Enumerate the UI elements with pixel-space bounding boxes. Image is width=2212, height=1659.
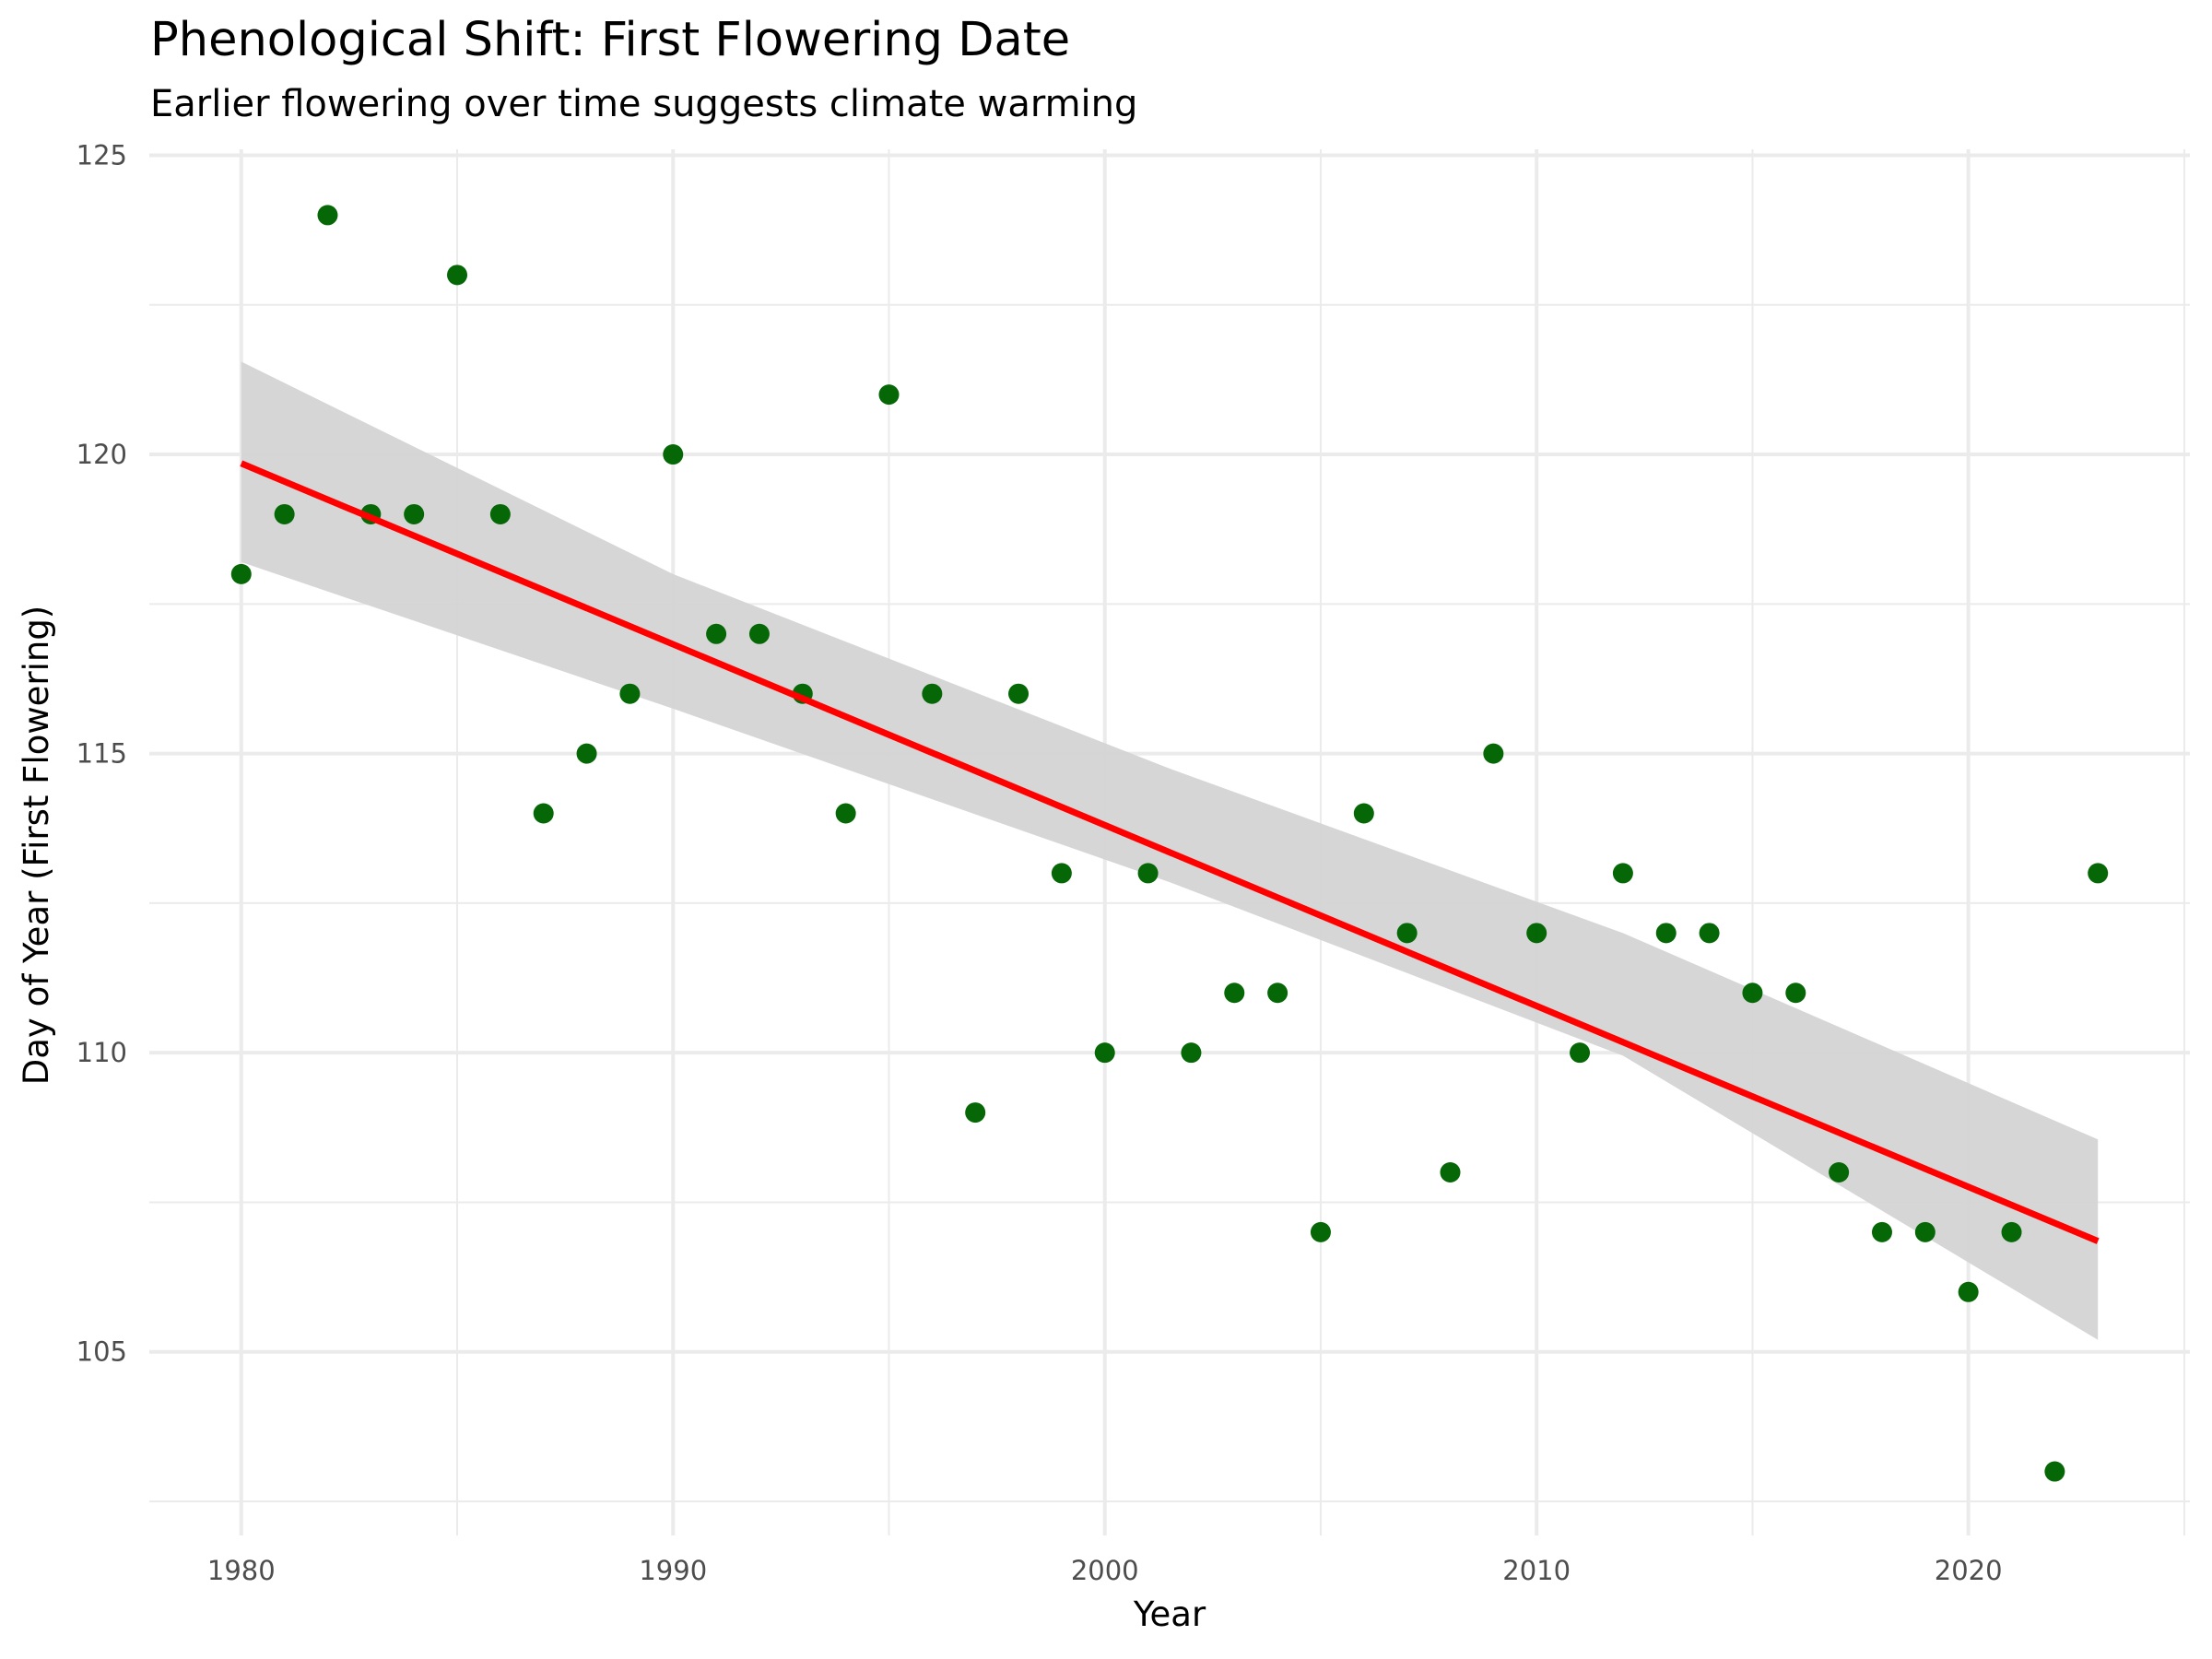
data-point: [533, 803, 554, 824]
y-tick-label: 125: [76, 139, 127, 171]
data-point: [1396, 923, 1418, 944]
data-point: [1094, 1042, 1115, 1064]
data-point: [1570, 1042, 1591, 1064]
y-tick-label: 110: [76, 1037, 127, 1068]
data-point: [1310, 1221, 1331, 1242]
data-point: [2044, 1461, 2065, 1482]
data-point: [1137, 863, 1159, 884]
data-point: [1742, 982, 1763, 1004]
data-point: [922, 683, 943, 704]
data-point: [748, 623, 770, 644]
chart-title: Phenological Shift: First Flowering Date: [150, 13, 1071, 67]
data-point: [1914, 1221, 1936, 1242]
data-point: [1353, 803, 1374, 824]
data-point: [619, 683, 641, 704]
data-point: [404, 503, 425, 524]
data-point: [965, 1102, 986, 1124]
y-tick-label: 105: [76, 1336, 127, 1368]
data-point: [835, 803, 856, 824]
data-point: [489, 503, 511, 524]
data-point: [706, 623, 727, 644]
data-point: [878, 384, 900, 406]
x-axis-title: Year: [1133, 1594, 1206, 1634]
data-point: [230, 563, 252, 584]
data-point: [1483, 743, 1504, 764]
data-point: [447, 265, 468, 286]
data-point: [1267, 982, 1288, 1004]
data-point: [1829, 1161, 1850, 1182]
regression-line: [240, 460, 2100, 1244]
data-point: [1181, 1042, 1202, 1064]
y-axis-title: Day of Year (First Flowering): [17, 606, 56, 1086]
trend-line: [240, 460, 2100, 1244]
data-point: [1526, 923, 1547, 944]
y-tick-label: 120: [76, 439, 127, 470]
minor-gridlines: [149, 149, 2190, 1535]
x-axis-ticks: 1980 1990 2000 2010 2020: [207, 1555, 2003, 1586]
data-points: [230, 205, 2109, 1482]
x-tick-label: 2000: [1071, 1555, 1139, 1586]
data-point: [2001, 1221, 2022, 1242]
data-point: [1958, 1281, 1979, 1302]
y-axis-ticks: 105 110 115 120 125: [76, 139, 127, 1367]
chart-subtitle: Earlier flowering over time suggests cli…: [150, 83, 1138, 125]
data-point: [1008, 683, 1030, 704]
data-point: [663, 444, 684, 465]
data-point: [1785, 982, 1806, 1004]
x-tick-label: 1990: [639, 1555, 707, 1586]
data-point: [576, 743, 597, 764]
data-point: [1051, 863, 1072, 884]
y-tick-label: 115: [76, 738, 127, 770]
data-point: [1612, 863, 1633, 884]
x-tick-label: 2010: [1502, 1555, 1571, 1586]
data-point: [274, 503, 295, 524]
data-point: [317, 205, 338, 226]
data-point: [1699, 923, 1720, 944]
x-tick-label: 2020: [1935, 1555, 2003, 1586]
x-tick-label: 1980: [207, 1555, 276, 1586]
data-point: [1871, 1221, 1892, 1242]
data-point: [1655, 923, 1677, 944]
data-point: [1440, 1161, 1461, 1182]
data-point: [2088, 863, 2109, 884]
data-point: [1224, 982, 1245, 1004]
